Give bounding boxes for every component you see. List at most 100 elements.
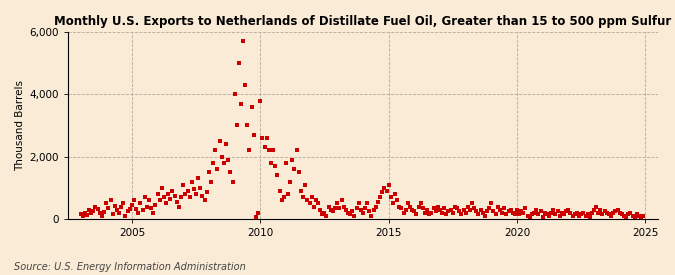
Point <box>619 214 630 218</box>
Point <box>543 214 554 218</box>
Point <box>454 209 464 213</box>
Point <box>524 215 535 220</box>
Point <box>250 215 261 220</box>
Point <box>460 211 471 215</box>
Point <box>494 207 505 212</box>
Point <box>310 198 321 202</box>
Point <box>510 212 520 216</box>
Point <box>263 148 274 153</box>
Point <box>131 207 142 211</box>
Point <box>364 209 375 213</box>
Point <box>371 204 381 209</box>
Point <box>270 164 281 168</box>
Point <box>394 204 405 209</box>
Point <box>178 183 188 187</box>
Point <box>443 209 454 213</box>
Point <box>351 206 362 210</box>
Point <box>118 201 129 206</box>
Point <box>462 204 473 209</box>
Point <box>163 192 173 196</box>
Point <box>501 212 512 216</box>
Point <box>139 195 150 199</box>
Point <box>413 204 424 209</box>
Point <box>565 211 576 215</box>
Point <box>84 207 95 212</box>
Point <box>385 195 396 199</box>
Point <box>298 195 308 199</box>
Point <box>92 207 103 211</box>
Point <box>392 198 402 202</box>
Point <box>82 213 92 218</box>
Point <box>128 198 139 202</box>
Point <box>373 200 383 204</box>
Point <box>424 212 435 216</box>
Point <box>302 198 313 202</box>
Point <box>625 211 636 215</box>
Point <box>595 207 606 212</box>
Point <box>133 211 144 216</box>
Point <box>435 207 446 212</box>
Point <box>343 211 354 215</box>
Point <box>268 148 279 153</box>
Point <box>490 212 501 216</box>
Point <box>605 214 616 218</box>
Point <box>141 204 152 209</box>
Point <box>360 206 371 210</box>
Point <box>634 214 645 218</box>
Point <box>253 211 264 215</box>
Point <box>210 148 221 153</box>
Point <box>103 206 113 210</box>
Point <box>338 204 349 209</box>
Point <box>105 198 116 202</box>
Point <box>150 203 161 207</box>
Point <box>126 203 137 207</box>
Point <box>545 211 556 215</box>
Point <box>484 206 495 210</box>
Point <box>201 190 212 195</box>
Point <box>319 211 330 215</box>
Point <box>120 214 131 218</box>
Point <box>281 161 292 165</box>
Point <box>627 214 638 218</box>
Point <box>325 207 336 212</box>
Point <box>381 189 392 193</box>
Point <box>593 211 603 215</box>
Point <box>441 212 452 216</box>
Point <box>353 201 364 206</box>
Point <box>522 214 533 218</box>
Point <box>629 215 640 220</box>
Point <box>214 139 225 143</box>
Point <box>206 179 217 184</box>
Point <box>587 211 597 215</box>
Point <box>306 195 317 199</box>
Point <box>411 212 422 216</box>
Point <box>182 189 193 193</box>
Point <box>433 204 443 209</box>
Point <box>632 212 643 216</box>
Point <box>242 123 253 128</box>
Point <box>505 207 516 212</box>
Point <box>97 214 107 218</box>
Point <box>488 209 499 213</box>
Point <box>563 207 574 212</box>
Point <box>152 192 163 196</box>
Point <box>567 214 578 218</box>
Point <box>227 179 238 184</box>
Point <box>115 205 126 209</box>
Point <box>195 186 206 190</box>
Point <box>550 212 561 216</box>
Point <box>531 207 541 212</box>
Point <box>572 211 583 215</box>
Point <box>203 170 214 174</box>
Point <box>366 214 377 218</box>
Point <box>529 211 539 215</box>
Point <box>422 207 433 212</box>
Point <box>420 211 431 215</box>
Point <box>492 204 503 209</box>
Point <box>225 170 236 174</box>
Point <box>514 212 524 216</box>
Point <box>193 176 204 181</box>
Point <box>221 142 232 146</box>
Point <box>274 189 285 193</box>
Point <box>330 206 341 210</box>
